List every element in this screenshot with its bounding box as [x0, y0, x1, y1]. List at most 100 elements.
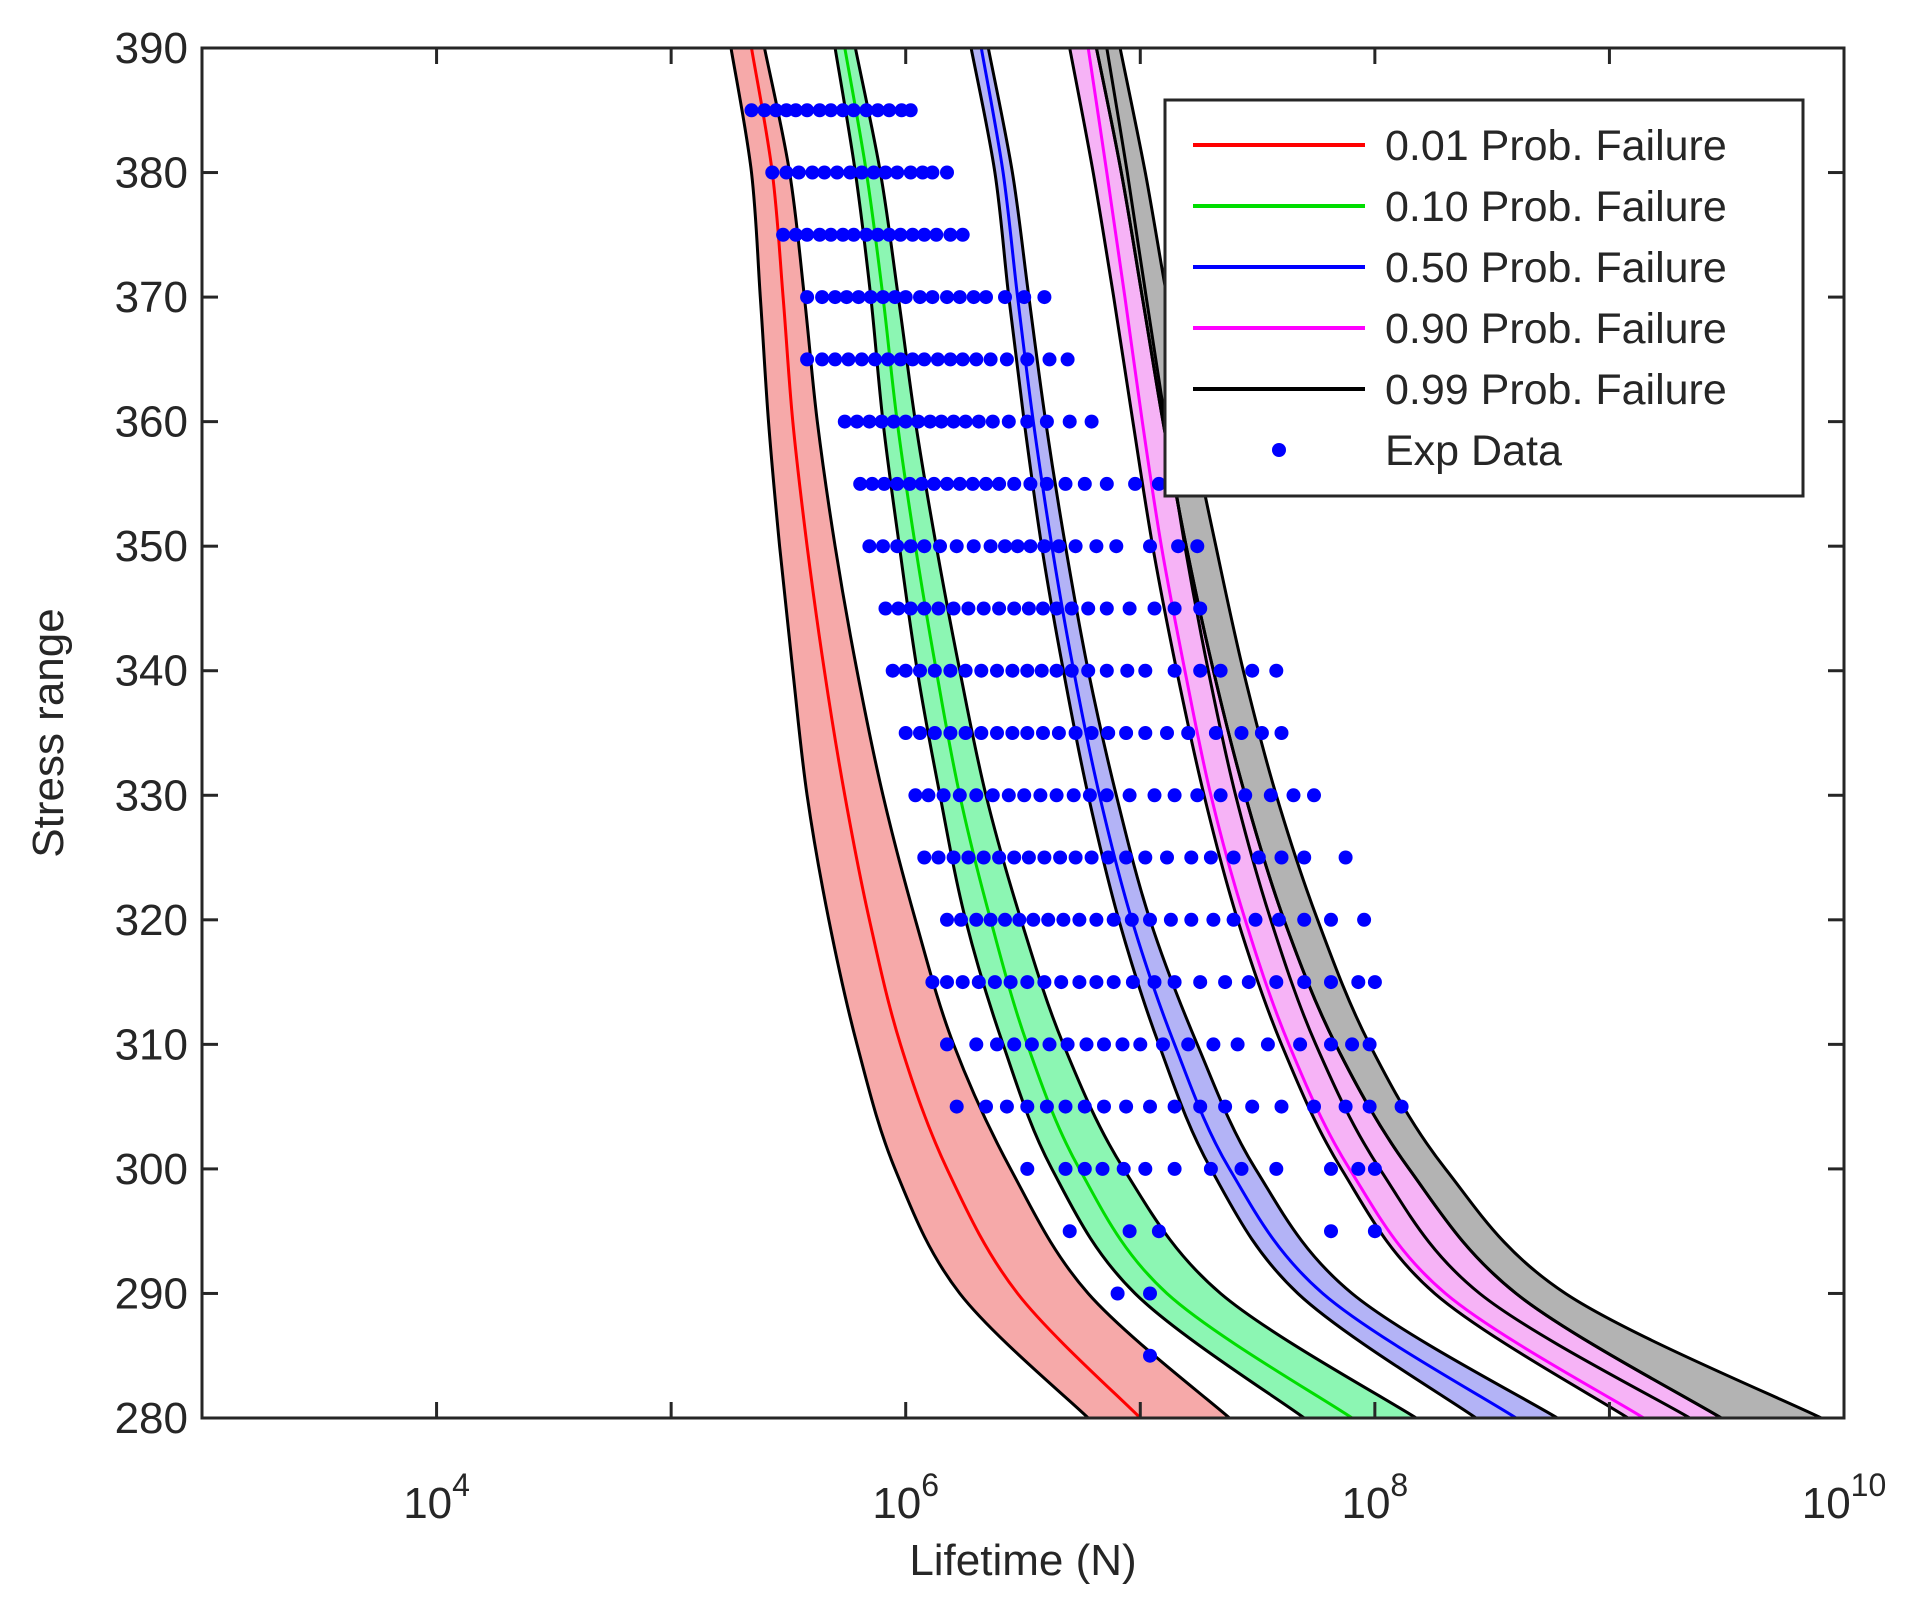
- data-point: [911, 414, 926, 429]
- data-point: [1033, 788, 1048, 803]
- y-tick-label: 330: [115, 771, 188, 820]
- data-point: [835, 227, 850, 242]
- data-point: [931, 850, 946, 865]
- data-point: [1068, 850, 1083, 865]
- data-point: [1036, 601, 1050, 616]
- data-point: [843, 165, 858, 180]
- data-point: [1218, 975, 1233, 990]
- data-point: [998, 290, 1012, 305]
- data-point: [1099, 601, 1114, 616]
- data-point: [1193, 1099, 1208, 1114]
- y-axis-title: Stress range: [24, 608, 73, 857]
- data-point: [1190, 539, 1205, 554]
- data-point: [952, 788, 967, 803]
- data-point: [841, 352, 856, 367]
- data-point: [961, 850, 976, 865]
- data-point: [1193, 601, 1208, 616]
- data-point: [776, 227, 791, 242]
- data-point: [1001, 414, 1016, 429]
- data-point: [1120, 663, 1135, 678]
- data-point: [979, 1099, 993, 1114]
- data-point: [1147, 788, 1162, 803]
- data-point: [823, 103, 838, 118]
- data-point: [865, 476, 880, 491]
- data-point: [1064, 601, 1079, 616]
- y-tick-label: 280: [115, 1394, 188, 1443]
- data-point: [1143, 539, 1157, 554]
- data-point: [805, 165, 820, 180]
- data-point: [987, 975, 1002, 990]
- data-point: [1084, 850, 1099, 865]
- x-tick-label: 1010: [1802, 1467, 1887, 1528]
- data-point: [1116, 1161, 1131, 1176]
- data-point: [1066, 788, 1081, 803]
- data-point: [949, 539, 964, 554]
- data-point: [1017, 290, 1032, 305]
- data-point: [1023, 539, 1038, 554]
- data-point: [1062, 1224, 1077, 1239]
- y-axis: 280 290 300 310 320 330 340 350 360 370 380 390: [115, 24, 1844, 1443]
- data-point: [1362, 1037, 1377, 1052]
- data-point: [955, 975, 970, 990]
- data-point: [1026, 912, 1041, 927]
- data-point: [1193, 975, 1208, 990]
- curve-1: [843, 48, 1353, 1418]
- data-point: [878, 601, 893, 616]
- data-point: [1297, 850, 1312, 865]
- data-point: [1049, 788, 1064, 803]
- curve-4: [1105, 48, 1691, 1418]
- data-point: [1099, 788, 1114, 803]
- data-point: [1230, 1037, 1245, 1052]
- data-point: [1213, 663, 1228, 678]
- data-point: [812, 227, 827, 242]
- data-point: [1362, 1099, 1377, 1114]
- data-point: [1007, 1037, 1022, 1052]
- data-point: [815, 290, 830, 305]
- data-point: [971, 414, 986, 429]
- x-tick-label: 106: [872, 1467, 939, 1528]
- data-point: [1274, 1099, 1289, 1114]
- data-point: [830, 165, 845, 180]
- data-point: [1005, 663, 1020, 678]
- data-point: [1167, 601, 1182, 616]
- data-point: [1394, 1099, 1409, 1114]
- data-point: [1167, 788, 1182, 803]
- data-point: [969, 912, 984, 927]
- data-point: [1226, 912, 1241, 927]
- data-point: [1345, 1037, 1360, 1052]
- legend-label: 0.10 Prob. Failure: [1385, 183, 1727, 231]
- data-point: [943, 726, 958, 740]
- data-point: [1163, 912, 1178, 927]
- data-point: [846, 103, 861, 118]
- legend-label: 0.01 Prob. Failure: [1385, 122, 1727, 170]
- data-point: [927, 476, 941, 491]
- data-point: [1037, 539, 1052, 554]
- data-point: [823, 227, 838, 242]
- data-point: [874, 414, 889, 429]
- data-point: [870, 227, 885, 242]
- data-point: [1143, 1099, 1157, 1114]
- y-tick-label: 300: [115, 1145, 188, 1194]
- data-point: [1181, 1037, 1196, 1052]
- data-point: [882, 103, 897, 118]
- data-point: [992, 850, 1007, 865]
- data-point: [976, 601, 991, 616]
- data-point: [850, 414, 864, 429]
- data-point: [1017, 788, 1032, 803]
- data-point: [1338, 850, 1353, 865]
- data-point: [1307, 1099, 1321, 1114]
- data-point: [1138, 1161, 1153, 1176]
- data-point: [1007, 850, 1022, 865]
- data-point: [882, 227, 897, 242]
- x-axis-title: Lifetime (N): [909, 1536, 1136, 1585]
- data-point: [866, 165, 881, 180]
- data-point: [1039, 476, 1054, 491]
- data-point: [1058, 476, 1073, 491]
- data-point: [1269, 663, 1284, 678]
- data-point: [931, 601, 946, 616]
- data-point: [1039, 1099, 1054, 1114]
- data-point: [744, 103, 759, 118]
- data-point: [917, 601, 932, 616]
- data-point: [990, 663, 1004, 678]
- data-point: [1023, 476, 1038, 491]
